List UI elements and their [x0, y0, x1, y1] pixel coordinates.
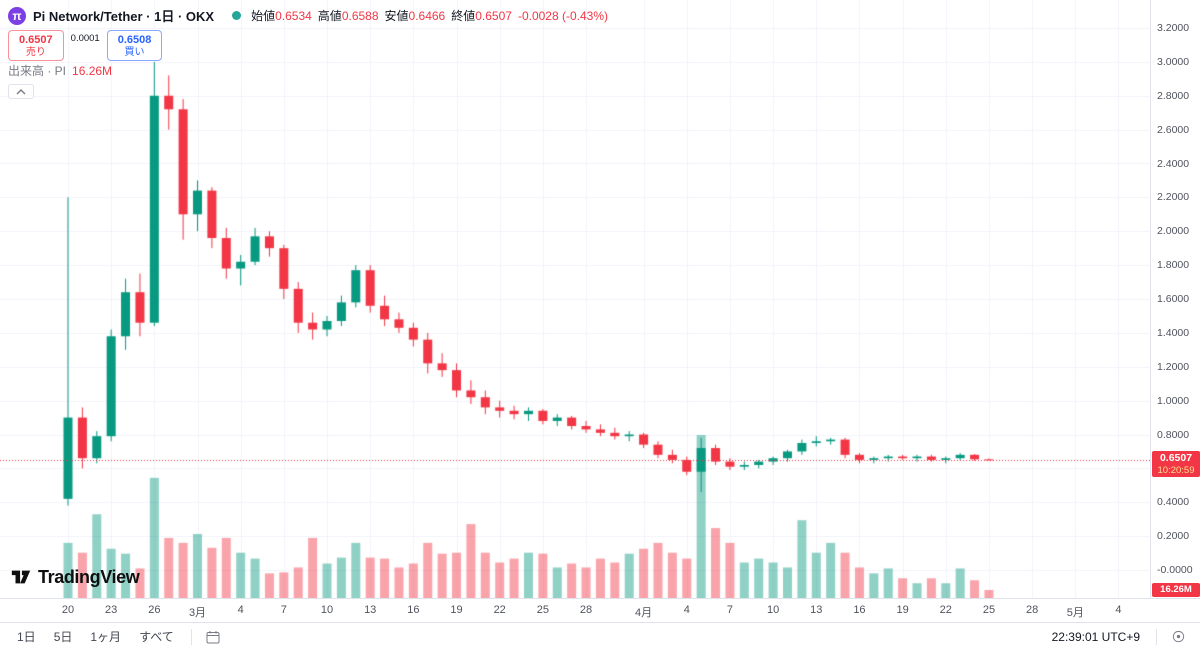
time-axis-tick: 13	[364, 604, 377, 616]
last-price-value: 0.6507	[1159, 452, 1193, 464]
price-axis-tick: -0.0000	[1157, 564, 1193, 576]
time-axis-tick: 22	[939, 604, 952, 616]
collapse-legend-button[interactable]	[8, 84, 34, 99]
time-axis-tick: 4	[683, 604, 690, 616]
last-price-badge: 0.6507 10:20:59	[1152, 451, 1200, 477]
price-axis-tick: 0.2000	[1157, 530, 1190, 543]
close-value: 0.6507	[475, 9, 512, 23]
trade-widget: 0.6507 売り 0.0001 0.6508 買い	[8, 30, 163, 62]
sell-price: 0.6507	[19, 34, 53, 46]
close-label: 終値	[451, 9, 476, 23]
pi-network-logo-icon: π	[8, 6, 26, 25]
volume-indicator-label: 出来高 · PI	[8, 64, 67, 78]
chart-legend: π Pi Network/Tether · 1日 · OKX 始値0.6534 …	[8, 6, 608, 25]
time-axis-tick: 13	[810, 604, 823, 616]
bar-countdown: 10:20:59	[1157, 465, 1195, 476]
price-axis-tick: 2.2000	[1157, 191, 1190, 204]
ohlc-legend: 始値0.6534 高値0.6588 安値0.6466 終値0.6507 -0.0…	[251, 7, 608, 24]
time-axis-tick: 10	[320, 604, 334, 616]
scale-settings-button[interactable]	[1167, 627, 1190, 646]
price-axis-tick: 0.8000	[1157, 428, 1190, 441]
spread-value: 0.0001	[70, 33, 100, 44]
buy-label: 買い	[124, 46, 145, 58]
price-axis-tick: 1.4000	[1157, 326, 1190, 339]
buy-button[interactable]: 0.6508 買い	[106, 30, 163, 62]
time-axis-tick: 4月	[635, 607, 653, 619]
buy-price: 0.6508	[117, 34, 152, 46]
toolbar-divider	[190, 628, 192, 645]
change-value: -0.0028 (-0.43%)	[517, 8, 608, 23]
time-axis-tick: 16	[853, 604, 866, 616]
high-label: 高値	[317, 9, 342, 23]
toolbar-divider	[1156, 628, 1157, 645]
range-button-all[interactable]: すべて	[132, 625, 181, 648]
timezone-clock[interactable]: 22:39:01 UTC+9	[1051, 629, 1140, 644]
time-axis-tick: 23	[105, 604, 118, 616]
series-marker-dot[interactable]	[232, 11, 242, 20]
main-chart-canvas[interactable]	[0, 0, 1150, 598]
target-icon	[1172, 630, 1185, 643]
price-axis-tick: 2.4000	[1157, 157, 1190, 170]
low-value: 0.6466	[408, 9, 446, 23]
volume-badge: 16.26M	[1152, 583, 1200, 597]
time-axis-tick: 3月	[188, 607, 207, 619]
time-axis-tick: 4	[237, 604, 244, 616]
time-axis-tick: 7	[280, 604, 287, 616]
open-value: 0.6534	[275, 9, 312, 23]
bottom-toolbar: 1日 5日 1ヶ月 すべて 22:39:01 UTC+9	[0, 622, 1200, 650]
range-button-1d[interactable]: 1日	[10, 625, 43, 648]
tradingview-logo-text: TradingView	[38, 566, 140, 587]
time-axis-tick: 19	[450, 604, 463, 616]
range-button-1m[interactable]: 1ヶ月	[83, 625, 128, 648]
time-axis-tick: 28	[1026, 604, 1039, 616]
price-axis-tick: 0.4000	[1157, 496, 1190, 509]
time-axis-tick: 10	[766, 604, 780, 616]
chevron-up-icon	[16, 88, 26, 94]
time-axis-tick: 25	[982, 604, 996, 616]
price-axis-tick: 1.0000	[1157, 394, 1190, 407]
tradingview-logo[interactable]: TradingView	[10, 566, 140, 588]
price-axis-tick: 2.6000	[1157, 123, 1190, 136]
calendar-icon	[206, 630, 220, 643]
time-axis-tick: 7	[726, 604, 733, 616]
time-axis-tick: 26	[148, 604, 161, 616]
price-axis-tick: 2.8000	[1157, 89, 1190, 102]
time-axis-tick: 25	[536, 604, 549, 616]
price-axis-tick: 3.2000	[1157, 22, 1190, 34]
time-axis[interactable]: 20 23 26 3月 4 7 10 13 16 19 22 25 28 4月 4 7 10 13 16 19 22 25…	[0, 598, 1200, 623]
volume-indicator-value: 16.26M	[72, 63, 113, 78]
high-value: 0.6588	[341, 9, 379, 23]
price-axis-tick: 2.0000	[1157, 225, 1190, 238]
price-axis[interactable]: 3.2000 3.0000 2.8000 2.6000 2.4000 2.2000 2.00…	[1150, 0, 1200, 598]
price-axis-tick: 1.6000	[1157, 293, 1190, 305]
time-axis-tick: 20	[61, 604, 75, 616]
time-axis-tick: 16	[407, 604, 420, 616]
price-axis-tick: 3.0000	[1157, 55, 1190, 68]
time-axis-tick: 5月	[1066, 607, 1084, 619]
sell-button[interactable]: 0.6507 売り	[8, 30, 64, 62]
range-button-5d[interactable]: 5日	[47, 625, 80, 648]
sell-label: 売り	[25, 46, 46, 58]
date-range-group: 1日 5日 1ヶ月 すべて	[10, 625, 224, 648]
price-axis-tick: 1.8000	[1157, 259, 1190, 272]
symbol-title[interactable]: Pi Network/Tether · 1日 · OKX	[33, 9, 215, 24]
time-axis-tick: 22	[493, 604, 506, 616]
volume-indicator-row: 出来高 · PI 16.26M	[8, 62, 112, 79]
price-axis-tick: 1.2000	[1157, 360, 1190, 373]
time-axis-tick: 19	[896, 604, 909, 616]
toolbar-right-group: 22:39:01 UTC+9	[1046, 627, 1190, 646]
low-label: 安値	[384, 9, 409, 23]
go-to-date-button[interactable]	[202, 628, 224, 646]
time-axis-tick: 4	[1115, 604, 1122, 616]
tradingview-logo-icon	[11, 570, 31, 584]
time-axis-tick: 28	[579, 604, 593, 616]
open-label: 始値	[251, 9, 276, 23]
